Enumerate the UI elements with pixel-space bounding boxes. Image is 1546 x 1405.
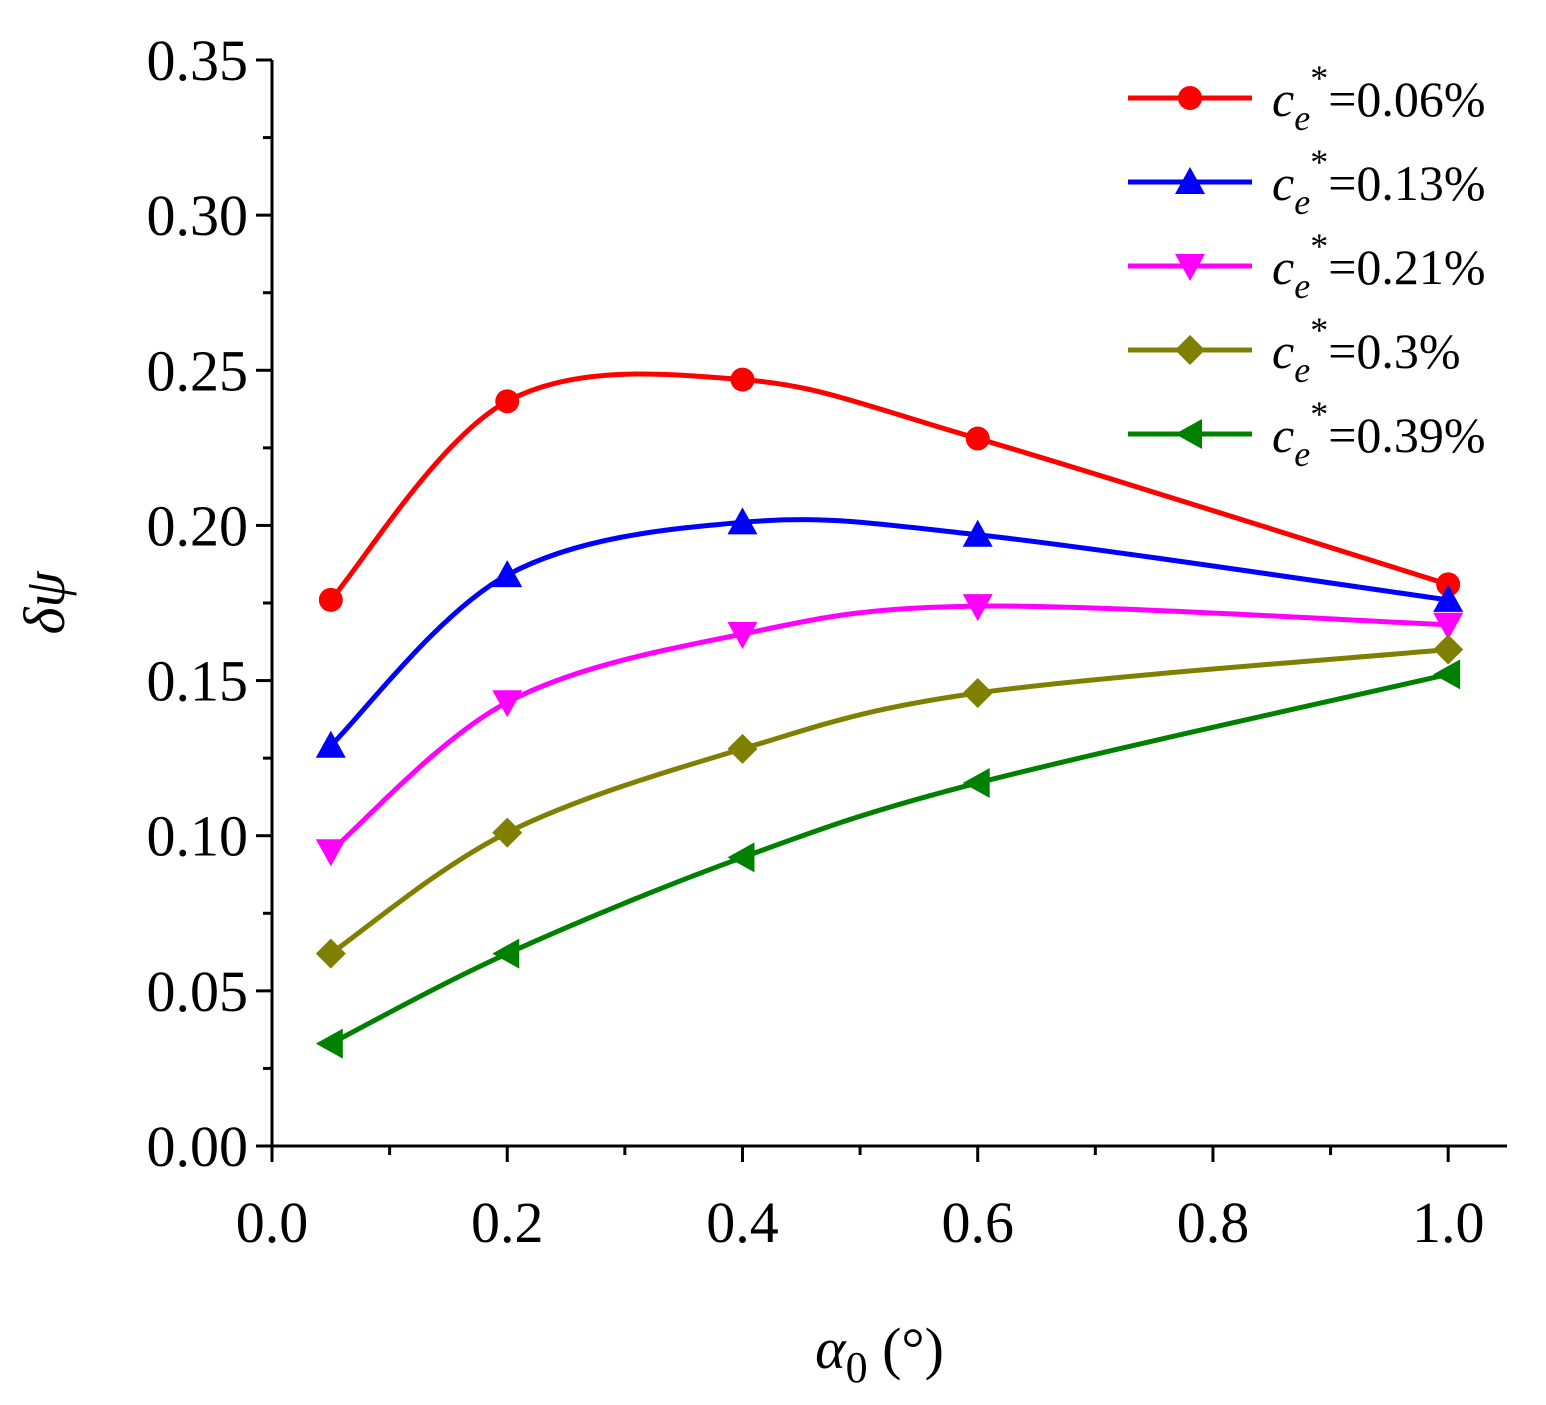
x-tick-label: 0.8 xyxy=(1177,1190,1250,1255)
data-point xyxy=(1433,584,1464,612)
series-line xyxy=(329,647,1449,956)
data-point xyxy=(727,622,758,650)
legend-marker xyxy=(1175,167,1205,194)
legend-item-4: ce*=0.3% xyxy=(1128,310,1461,390)
y-tick-label: 0.25 xyxy=(147,338,249,403)
data-point xyxy=(315,1028,343,1059)
series-3 xyxy=(315,594,1464,867)
legend-marker xyxy=(1175,335,1205,365)
y-tick-label: 0.10 xyxy=(147,804,249,869)
x-tick-label: 0.0 xyxy=(236,1190,309,1255)
x-axis-title: α0 (°) xyxy=(815,1316,944,1392)
data-point xyxy=(492,690,523,718)
data-point xyxy=(965,426,990,451)
data-point xyxy=(315,730,346,758)
data-point xyxy=(1433,634,1464,665)
y-tick-label: 0.20 xyxy=(147,493,249,558)
x-tick-label: 0.2 xyxy=(471,1190,544,1255)
legend: ce*=0.06%ce*=0.13%ce*=0.21%ce*=0.3%ce*=0… xyxy=(1128,58,1486,474)
data-point xyxy=(730,367,755,392)
data-point xyxy=(492,938,520,969)
data-point xyxy=(727,733,758,764)
series-2 xyxy=(315,507,1464,758)
x-tick-label: 0.6 xyxy=(941,1190,1014,1255)
data-point xyxy=(315,938,346,969)
data-point xyxy=(318,587,343,612)
data-point xyxy=(1433,659,1461,690)
legend-marker xyxy=(1175,254,1205,281)
data-point xyxy=(1433,612,1464,640)
x-tick-label: 1.0 xyxy=(1412,1190,1485,1255)
x-axis-title-unit: (°) xyxy=(868,1316,944,1381)
legend-label: ce*=0.3% xyxy=(1272,310,1461,390)
data-point xyxy=(962,594,993,622)
legend-marker xyxy=(1175,419,1202,449)
data-point xyxy=(315,839,346,867)
y-tick-label: 0.30 xyxy=(147,183,249,248)
data-point xyxy=(727,507,758,535)
data-point xyxy=(492,560,523,588)
y-tick-label: 0.00 xyxy=(147,1114,249,1179)
series-line xyxy=(329,671,1449,1046)
legend-item-5: ce*=0.39% xyxy=(1128,394,1486,474)
legend-item-1: ce*=0.06% xyxy=(1128,58,1486,138)
data-point xyxy=(962,677,993,708)
data-point xyxy=(492,817,523,848)
series-1 xyxy=(318,367,1461,612)
data-point xyxy=(1436,572,1461,597)
series xyxy=(315,367,1464,1059)
x-axis-title-subscript: 0 xyxy=(846,1343,868,1392)
y-tick-label: 0.05 xyxy=(147,959,249,1024)
series-5 xyxy=(315,659,1461,1059)
legend-marker xyxy=(1178,86,1202,110)
x-axis-title-symbol: α xyxy=(815,1316,847,1381)
y-tick-label: 0.15 xyxy=(147,649,249,714)
legend-label: ce*=0.21% xyxy=(1272,226,1486,306)
data-point xyxy=(962,519,993,547)
series-4 xyxy=(315,634,1464,969)
legend-item-2: ce*=0.13% xyxy=(1128,142,1486,222)
legend-label: ce*=0.06% xyxy=(1272,58,1486,138)
data-point xyxy=(727,842,755,873)
ticks: 0.00 0.05 0.10 0.15 0.20 0.25 0.30 0.35 0.0 0.2 0.… xyxy=(147,28,1485,1255)
y-axis-title: δψ xyxy=(12,571,77,635)
data-point xyxy=(495,389,520,414)
x-tick-label: 0.4 xyxy=(706,1190,779,1255)
data-point xyxy=(962,767,990,798)
series-line xyxy=(329,517,1449,748)
series-line xyxy=(328,371,1449,602)
legend-label: ce*=0.13% xyxy=(1272,142,1486,222)
legend-label: ce*=0.39% xyxy=(1272,394,1486,474)
y-tick-label: 0.35 xyxy=(147,28,249,93)
series-line xyxy=(329,603,1449,854)
legend-item-3: ce*=0.21% xyxy=(1128,226,1486,306)
axes xyxy=(270,60,1507,1148)
